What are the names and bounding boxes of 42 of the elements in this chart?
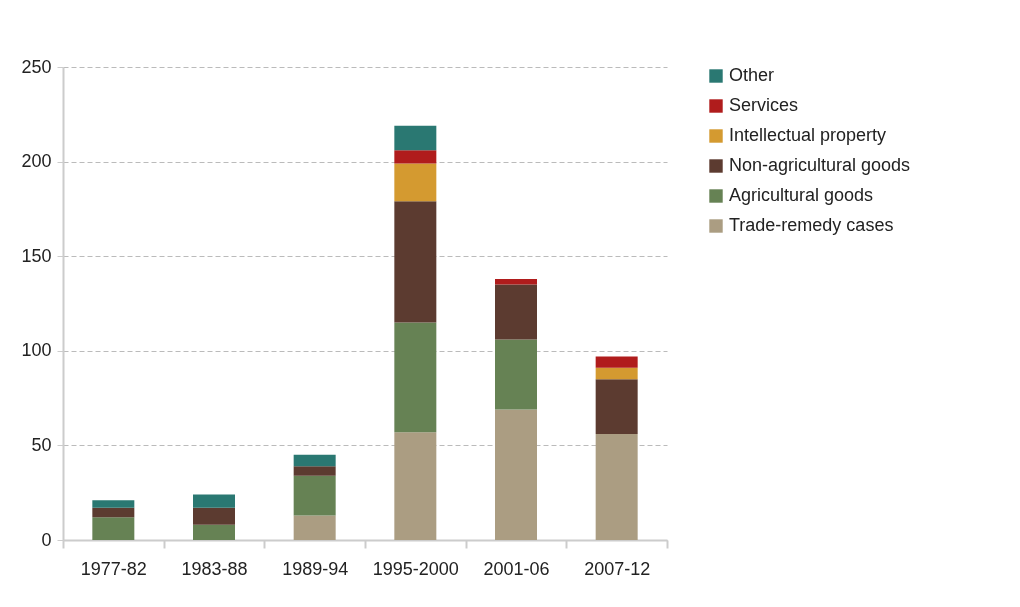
bar xyxy=(394,432,437,540)
y-tick-label: 50 xyxy=(31,434,52,455)
bar xyxy=(394,150,437,164)
y-tick-label: 250 xyxy=(21,56,52,77)
bar xyxy=(92,500,135,508)
bar xyxy=(595,367,638,380)
bar xyxy=(595,356,638,368)
bar xyxy=(495,278,537,285)
legend-label: Other xyxy=(729,65,775,85)
bar xyxy=(293,466,336,476)
bar xyxy=(92,507,135,518)
bar xyxy=(394,163,437,202)
bar xyxy=(193,507,235,525)
x-tick-label: 2001-06 xyxy=(483,558,550,579)
bar xyxy=(92,517,135,540)
legend-label: Trade-remedy cases xyxy=(729,215,894,235)
bar xyxy=(495,284,537,340)
y-tick-label: 200 xyxy=(21,151,52,172)
y-tick-label: 150 xyxy=(21,245,52,266)
bar xyxy=(495,339,537,410)
y-tick-label: 0 xyxy=(41,529,52,550)
bar xyxy=(293,475,336,516)
legend-label: Agricultural goods xyxy=(729,185,874,205)
bar xyxy=(293,454,336,467)
x-tick-label: 1983-88 xyxy=(181,558,248,579)
bar xyxy=(293,515,336,540)
legend-label: Services xyxy=(729,95,799,115)
bar xyxy=(193,524,235,540)
bar xyxy=(193,494,235,508)
bar xyxy=(394,322,437,433)
legend-label: Intellectual property xyxy=(729,125,887,145)
x-tick-label: 1977-82 xyxy=(80,558,147,579)
x-tick-label: 1995-2000 xyxy=(372,558,459,579)
x-tick-label: 1989-94 xyxy=(282,558,349,579)
x-tick-label: 2007-12 xyxy=(584,558,651,579)
y-tick-label: 100 xyxy=(21,340,52,361)
bar xyxy=(595,379,638,435)
legend-label: Non-agricultural goods xyxy=(729,155,911,175)
bar xyxy=(394,125,437,151)
bar xyxy=(595,434,638,540)
bar xyxy=(495,409,537,540)
bar xyxy=(394,201,437,323)
